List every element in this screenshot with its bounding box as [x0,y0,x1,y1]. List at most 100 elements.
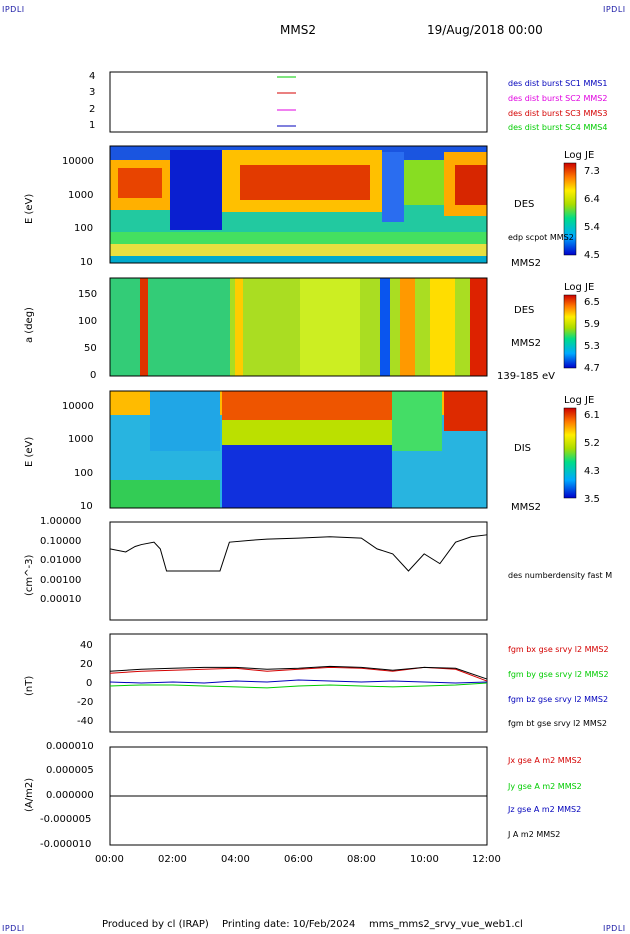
des-bottom-label: MMS2 [511,258,541,269]
xtick-0000: 00:00 [95,854,124,865]
burst-ytick-4: 4 [89,71,96,82]
xtick-1000: 10:00 [410,854,439,865]
j-legend: J A m2 MMS2 [508,830,561,839]
by-line [109,682,488,689]
density-ytick-4: 0.00100 [40,575,82,586]
xtick-0600: 06:00 [284,854,313,865]
pitch-extra-label: MMS2 [511,338,541,349]
density-ylabel: (cm^-3) [24,554,35,596]
density-ytick-1: 1.00000 [40,516,82,527]
pitch-ytick-0: 0 [90,370,97,381]
density-line [109,534,488,572]
des-pitch-colorbar [563,294,577,369]
burst-legend-sc3: des dist burst SC3 MMS3 [508,109,608,118]
corner-label-top-left: IPDLI [2,5,25,14]
xtick-0200: 02:00 [158,854,187,865]
dis-ylabel: E (eV) [24,436,35,467]
dis-bottom-label: MMS2 [511,502,541,513]
dis-ytick-1000: 1000 [68,434,94,445]
pitch-ylabel: a (deg) [24,307,35,343]
burst-ytick-3: 3 [89,87,96,98]
dis-cbtick-1: 6.1 [584,410,600,421]
dis-cbtick-2: 5.2 [584,438,600,449]
pitch-ytick-100: 100 [78,316,98,327]
dis-energy-colorbar [563,407,577,499]
date-title: 19/Aug/2018 00:00 [427,23,543,37]
bfield-ytick-m20: -20 [77,697,94,708]
des-ylabel: E (eV) [24,193,35,224]
burst-ytick-2: 2 [89,104,96,115]
pitch-bottom-label: 139-185 eV [497,371,555,382]
bx-legend: fgm bx gse srvy l2 MMS2 [508,645,609,654]
burst-legend-sc1: des dist burst SC1 MMS1 [508,79,608,88]
density-ytick-5: 0.00010 [40,594,82,605]
spacecraft-title: MMS2 [280,23,316,37]
density-ytick-2: 0.10000 [40,536,82,547]
bfield-ytick-m40: -40 [77,716,94,727]
jz-legend: Jz gse A m2 MMS2 [508,805,582,814]
bz-legend: fgm bz gse srvy l2 MMS2 [508,695,609,704]
corner-label-bottom-right: IPDLI [603,924,626,933]
des-pitch-angle-spectrogram [109,277,488,377]
des-energy-colorbar [563,162,577,256]
pitch-ytick-50: 50 [84,343,97,354]
des-overlay-label: edp scpot MMS2 [508,233,574,242]
footer-file-name: mms_mms2_srvy_vue_web1.cl [369,919,523,930]
xtick-0400: 04:00 [221,854,250,865]
des-energy-spectrogram [109,145,488,264]
bfield-panel-frame [109,633,488,733]
by-legend: fgm by gse srvy l2 MMS2 [508,670,609,679]
footer-printing-date: Printing date: 10/Feb/2024 [222,919,356,930]
burst-panel-frame [109,71,488,133]
pitch-panel-label: DES [514,305,535,316]
pitch-cbtick-2: 5.9 [584,319,600,330]
burst-legend-sc2: des dist burst SC2 MMS2 [508,94,608,103]
dis-cbtick-3: 4.3 [584,466,600,477]
bt-line [109,665,488,680]
dis-ytick-10000: 10000 [62,401,94,412]
current-ytick-2: 0.000005 [46,765,94,776]
burst-legend-sc4: des dist burst SC4 MMS4 [508,123,608,132]
jy-legend: Jy gse A m2 MMS2 [508,782,582,791]
des-cbtick-1: 7.3 [584,166,600,177]
bt-legend: fgm bt gse srvy l2 MMS2 [508,719,607,728]
dis-energy-spectrogram [109,390,488,509]
current-ylabel: (A/m2) [24,777,35,812]
dis-panel-label: DIS [514,443,531,454]
density-ytick-3: 0.01000 [40,555,82,566]
pitch-cbtick-4: 4.7 [584,363,600,374]
des-ytick-100: 100 [74,223,94,234]
pitch-cbtick-3: 5.3 [584,341,600,352]
current-ytick-3: 0.000000 [46,790,94,801]
des-colorbar-title: Log JE [564,150,595,161]
corner-label-bottom-left: IPDLI [2,924,25,933]
burst-ytick-1: 1 [89,120,96,131]
pitch-ytick-150: 150 [78,289,98,300]
des-cbtick-4: 4.5 [584,250,600,261]
xtick-0800: 08:00 [347,854,376,865]
footer-producer: Produced by cl (IRAP) [102,919,209,930]
bz-line [109,679,488,684]
des-ytick-1000: 1000 [68,190,94,201]
bfield-ytick-0: 0 [86,678,93,689]
density-panel-frame [109,521,488,621]
current-ytick-4: -0.000005 [40,814,92,825]
current-ytick-5: -0.000010 [40,839,92,850]
des-ytick-10000: 10000 [62,156,94,167]
pitch-colorbar-title: Log JE [564,282,595,293]
dis-ytick-100: 100 [74,468,94,479]
dis-ytick-10: 10 [80,501,93,512]
des-cbtick-2: 6.4 [584,194,600,205]
corner-label-top-right: IPDLI [603,5,626,14]
bfield-ytick-20: 20 [80,659,93,670]
dis-colorbar-title: Log JE [564,395,595,406]
xtick-1200: 12:00 [472,854,501,865]
des-panel-label: DES [514,199,535,210]
des-cbtick-3: 5.4 [584,222,600,233]
bfield-ytick-40: 40 [80,640,93,651]
bfield-ylabel: (nT) [24,675,35,696]
jx-legend: Jx gse A m2 MMS2 [508,756,582,765]
dis-cbtick-4: 3.5 [584,494,600,505]
pitch-cbtick-1: 6.5 [584,297,600,308]
